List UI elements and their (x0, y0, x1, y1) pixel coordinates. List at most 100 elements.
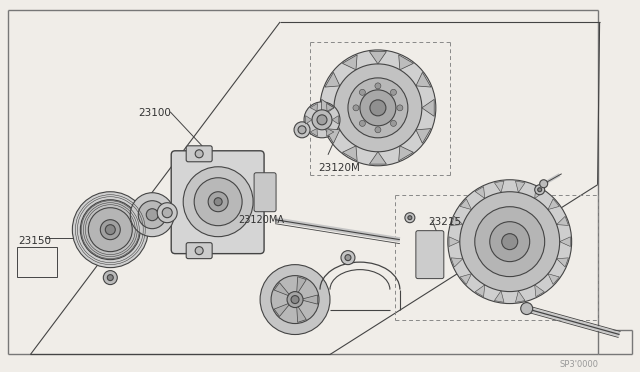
Polygon shape (451, 258, 463, 267)
Polygon shape (534, 187, 544, 198)
Circle shape (88, 208, 132, 251)
Circle shape (460, 192, 559, 292)
Polygon shape (322, 99, 334, 116)
FancyBboxPatch shape (254, 173, 276, 212)
Circle shape (81, 200, 140, 260)
Polygon shape (369, 152, 387, 164)
Polygon shape (296, 277, 307, 295)
Circle shape (157, 203, 177, 223)
Polygon shape (515, 181, 525, 192)
Circle shape (353, 105, 359, 111)
Polygon shape (332, 116, 339, 124)
Polygon shape (548, 274, 559, 285)
Circle shape (103, 270, 117, 285)
Circle shape (534, 185, 545, 195)
Circle shape (287, 292, 303, 308)
Circle shape (298, 126, 306, 134)
Circle shape (294, 122, 310, 138)
Polygon shape (342, 55, 357, 70)
Circle shape (304, 102, 340, 138)
Circle shape (195, 150, 203, 158)
Polygon shape (325, 72, 340, 87)
FancyBboxPatch shape (416, 231, 444, 279)
Circle shape (271, 276, 319, 324)
Polygon shape (494, 181, 504, 192)
Polygon shape (557, 258, 568, 267)
Circle shape (214, 198, 222, 206)
Polygon shape (399, 146, 413, 161)
Circle shape (375, 127, 381, 133)
FancyBboxPatch shape (186, 146, 212, 162)
Circle shape (162, 208, 172, 218)
Circle shape (108, 275, 113, 280)
Circle shape (131, 193, 174, 237)
Polygon shape (494, 291, 504, 302)
FancyBboxPatch shape (17, 247, 58, 277)
FancyBboxPatch shape (172, 151, 264, 254)
Polygon shape (326, 128, 334, 136)
Polygon shape (342, 146, 357, 161)
Text: 23100: 23100 (138, 108, 171, 118)
Circle shape (138, 201, 166, 229)
Circle shape (194, 178, 242, 226)
FancyBboxPatch shape (186, 243, 212, 259)
Polygon shape (460, 274, 472, 285)
Circle shape (100, 220, 120, 240)
Circle shape (360, 121, 365, 126)
Circle shape (334, 64, 422, 152)
Polygon shape (475, 187, 484, 198)
Text: 23215: 23215 (428, 217, 461, 227)
Circle shape (502, 234, 518, 250)
Polygon shape (274, 302, 291, 317)
Text: 23150: 23150 (19, 236, 51, 246)
Polygon shape (416, 72, 431, 87)
Circle shape (540, 180, 548, 188)
Circle shape (390, 89, 396, 95)
Circle shape (147, 209, 158, 221)
Circle shape (390, 121, 396, 126)
Circle shape (490, 222, 530, 262)
Circle shape (208, 192, 228, 212)
Circle shape (375, 83, 381, 89)
Polygon shape (451, 216, 463, 225)
Polygon shape (296, 304, 307, 323)
Polygon shape (326, 103, 334, 111)
Polygon shape (475, 285, 484, 297)
Polygon shape (325, 129, 340, 143)
Circle shape (360, 89, 365, 95)
Circle shape (291, 296, 299, 304)
Circle shape (448, 180, 572, 304)
Polygon shape (310, 103, 317, 111)
Circle shape (475, 207, 545, 277)
Polygon shape (557, 216, 568, 225)
Polygon shape (399, 55, 413, 70)
Circle shape (360, 90, 396, 126)
Polygon shape (369, 52, 387, 64)
Circle shape (320, 50, 436, 166)
Circle shape (106, 225, 115, 235)
Circle shape (521, 302, 532, 315)
Polygon shape (515, 291, 525, 302)
Circle shape (260, 264, 330, 334)
Circle shape (408, 216, 412, 220)
Polygon shape (559, 237, 570, 247)
Circle shape (317, 115, 327, 125)
Polygon shape (548, 199, 559, 209)
Polygon shape (534, 285, 544, 297)
Polygon shape (300, 295, 317, 304)
Circle shape (397, 105, 403, 111)
Circle shape (72, 192, 148, 267)
Polygon shape (416, 129, 431, 143)
Circle shape (312, 110, 332, 130)
Circle shape (538, 188, 541, 192)
Text: 23120MA: 23120MA (238, 215, 284, 225)
Polygon shape (305, 116, 312, 124)
Circle shape (370, 100, 386, 116)
Text: SP3'0000: SP3'0000 (559, 360, 598, 369)
Circle shape (195, 247, 203, 255)
Circle shape (341, 251, 355, 264)
Circle shape (183, 167, 253, 237)
Polygon shape (422, 99, 434, 116)
Polygon shape (449, 237, 460, 247)
Circle shape (345, 255, 351, 261)
